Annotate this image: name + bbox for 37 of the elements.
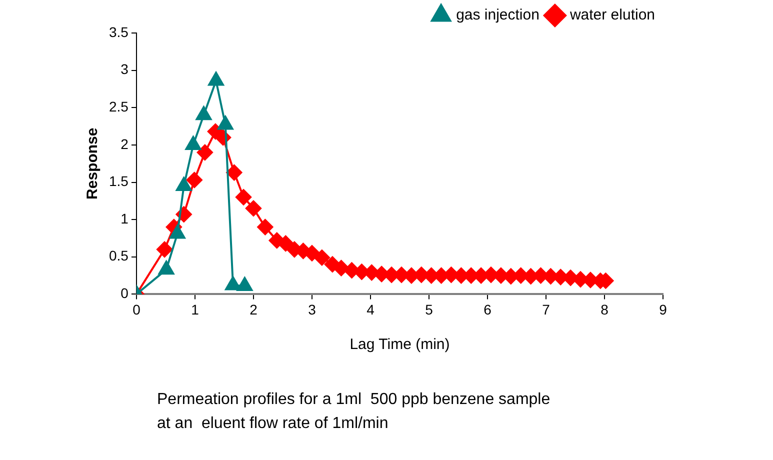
legend-label: gas injection	[456, 6, 540, 24]
y-tick-label: 1.5	[108, 173, 129, 190]
point	[217, 116, 234, 130]
legend-label: water elution	[568, 6, 656, 24]
x-tick-label: 9	[659, 301, 668, 318]
point	[278, 235, 294, 252]
point	[208, 72, 224, 86]
y-tick-label: 0	[120, 285, 129, 302]
point	[333, 260, 350, 276]
y-tick-label: 3.5	[108, 24, 129, 40]
x-tick-label: 1	[191, 301, 200, 318]
point	[186, 172, 202, 188]
x-tick-label: 4	[366, 301, 375, 318]
x-tick-label: 8	[600, 301, 609, 318]
y-tick-label: 2	[120, 136, 129, 152]
x-tick-label: 5	[425, 301, 434, 318]
y-tick-label: 2.5	[108, 98, 129, 114]
point	[226, 164, 242, 181]
point	[257, 219, 274, 236]
y-tick-label: 0.5	[108, 248, 129, 264]
point	[185, 136, 202, 150]
x-axis-title: Lag Time (min)	[350, 336, 450, 354]
x-tick-label: 0	[132, 301, 141, 318]
point	[156, 241, 173, 258]
y-tick-label: 3	[120, 61, 129, 78]
y-axis-title: Response	[84, 128, 102, 200]
x-tick-label: 7	[542, 301, 550, 318]
y-tick-label: 1	[120, 210, 129, 226]
x-tick-label: 2	[250, 301, 258, 318]
point	[196, 106, 212, 120]
point	[236, 189, 252, 206]
text: Permeation profiles for a 1ml 500 ppb benzene sample at an eluent flow rate of 1ml/min	[157, 390, 550, 434]
x-tick-label: 6	[484, 301, 492, 318]
point	[196, 144, 213, 160]
point	[314, 250, 330, 266]
point	[245, 200, 262, 216]
x-tick-label: 3	[308, 301, 316, 318]
